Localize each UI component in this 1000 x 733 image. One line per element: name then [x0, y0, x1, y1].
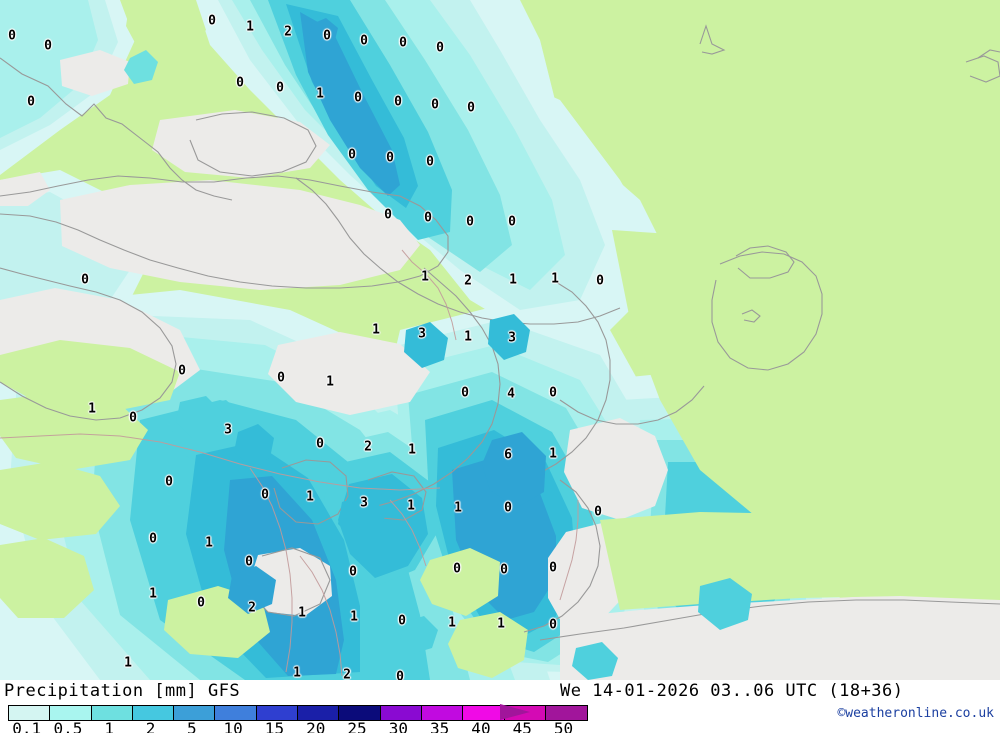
legend-tick-1: 1	[104, 719, 115, 733]
legend-swatch-3	[132, 706, 175, 720]
legend-tick-5: 5	[187, 719, 197, 733]
legend-panel: Precipitation [mm] GFS We 14-01-2026 03.…	[0, 680, 1000, 733]
copyright-notice: ©weatheronline.co.uk	[837, 706, 994, 721]
legend-swatch-7	[298, 706, 340, 720]
legend-tick-0_5: 0.5	[53, 719, 83, 733]
legend-tick-labels: 0.1 0.5 1 2 5 10 15 20 25 30 35 40 45 50	[0, 719, 573, 733]
legend-tick-40: 40	[471, 719, 491, 733]
legend-swatch-0	[9, 706, 51, 720]
legend-swatch-2	[91, 706, 133, 720]
rivers	[0, 249, 579, 677]
legend-swatch-1	[50, 706, 92, 720]
legend-swatch-6	[256, 706, 299, 720]
legend-title: Precipitation [mm] GFS	[4, 681, 241, 701]
legend-tick-10: 10	[223, 719, 243, 733]
land-patches	[0, 0, 1000, 678]
legend-tick-35: 35	[430, 719, 450, 733]
legend-tick-30: 30	[388, 719, 408, 733]
legend-overflow-arrow	[500, 704, 530, 720]
legend-tick-25: 25	[347, 719, 367, 733]
legend-tick-50: 50	[553, 719, 574, 733]
legend-swatch-10	[421, 706, 464, 720]
legend-swatch-13	[545, 706, 588, 720]
borders-and-coastlines	[0, 24, 1000, 641]
legend-tick-20: 20	[306, 719, 326, 733]
model-run-info: We 14-01-2026 03..06 UTC (18+36)	[560, 681, 904, 701]
legend-swatch-4	[174, 706, 216, 720]
legend-tick-45: 45	[512, 719, 532, 733]
legend-swatch-8	[339, 706, 381, 720]
legend-tick-0_1: 0.1	[12, 719, 42, 733]
legend-swatch-9	[380, 706, 422, 720]
legend-color-bar	[8, 705, 589, 721]
legend-tick-2: 2	[145, 719, 156, 733]
map-canvas	[0, 0, 1000, 680]
precip-cores	[124, 18, 752, 680]
legend-swatch-5	[215, 706, 257, 720]
legend-swatch-11	[463, 706, 505, 720]
legend-tick-15: 15	[264, 719, 285, 733]
